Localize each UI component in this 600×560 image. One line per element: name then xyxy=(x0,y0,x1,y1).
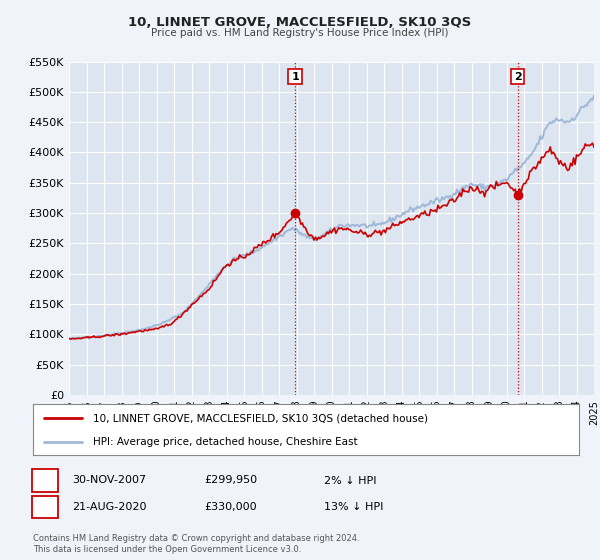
Text: £330,000: £330,000 xyxy=(204,502,257,512)
Text: 2: 2 xyxy=(41,502,49,512)
Text: 2: 2 xyxy=(514,72,521,82)
Text: 30-NOV-2007: 30-NOV-2007 xyxy=(72,475,146,486)
Text: 2% ↓ HPI: 2% ↓ HPI xyxy=(324,475,377,486)
Text: Price paid vs. HM Land Registry's House Price Index (HPI): Price paid vs. HM Land Registry's House … xyxy=(151,28,449,38)
Text: 21-AUG-2020: 21-AUG-2020 xyxy=(72,502,146,512)
Text: HPI: Average price, detached house, Cheshire East: HPI: Average price, detached house, Ches… xyxy=(93,437,358,447)
Text: 1: 1 xyxy=(41,475,49,486)
Text: This data is licensed under the Open Government Licence v3.0.: This data is licensed under the Open Gov… xyxy=(33,545,301,554)
Text: 10, LINNET GROVE, MACCLESFIELD, SK10 3QS (detached house): 10, LINNET GROVE, MACCLESFIELD, SK10 3QS… xyxy=(93,413,428,423)
Text: 13% ↓ HPI: 13% ↓ HPI xyxy=(324,502,383,512)
Text: 1: 1 xyxy=(291,72,299,82)
Text: £299,950: £299,950 xyxy=(204,475,257,486)
Text: Contains HM Land Registry data © Crown copyright and database right 2024.: Contains HM Land Registry data © Crown c… xyxy=(33,534,359,543)
Text: 10, LINNET GROVE, MACCLESFIELD, SK10 3QS: 10, LINNET GROVE, MACCLESFIELD, SK10 3QS xyxy=(128,16,472,29)
